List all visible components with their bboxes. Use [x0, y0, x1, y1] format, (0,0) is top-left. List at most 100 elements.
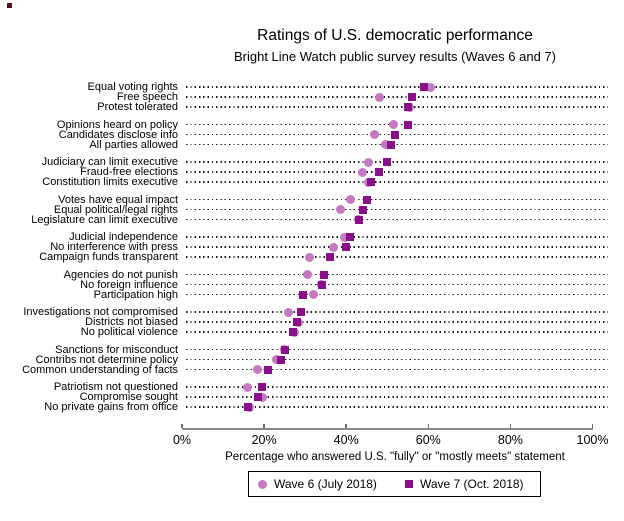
leader-dotted-line — [186, 198, 608, 201]
category-label: Opinions heard on policy — [56, 118, 178, 131]
x-axis-tick — [181, 423, 183, 428]
category-label: Sanctions for misconduct — [55, 343, 178, 356]
table-row: Equal political/legal rights — [0, 203, 624, 216]
table-row: Equal voting rights — [0, 81, 624, 93]
wave6-marker — [302, 270, 312, 279]
category-label: Free speech — [116, 91, 178, 103]
wave7-marker — [325, 253, 334, 261]
category-label: Equal voting rights — [87, 81, 179, 93]
table-row: Candidates disclose info — [0, 128, 624, 141]
table-row: Participation high — [0, 289, 624, 300]
wave7-marker — [391, 130, 400, 139]
table-row: Constitution limits executive — [0, 177, 624, 188]
leader-dotted-line — [186, 348, 608, 351]
category-label: All parties allowed — [89, 138, 178, 151]
wave7-marker — [280, 345, 289, 354]
table-row: No political violence — [0, 327, 624, 338]
table-row: Patriotism not questioned — [0, 382, 624, 393]
x-axis-line — [182, 428, 593, 430]
leader-dotted-line — [186, 96, 608, 98]
leader-dotted-line — [186, 171, 608, 173]
wave7-marker — [407, 93, 416, 101]
wave6-marker — [374, 92, 384, 102]
wave7-legend-marker-icon — [404, 480, 413, 488]
category-label: Candidates disclose info — [58, 128, 178, 141]
table-row: Agencies do not punish — [0, 269, 624, 280]
wave7-marker — [243, 403, 252, 411]
legend-label: Wave 6 (July 2018) — [274, 477, 377, 491]
table-row: Opinions heard on policy — [0, 118, 624, 131]
wave7-marker — [297, 308, 306, 316]
x-axis-tick-label: 60% — [415, 433, 441, 447]
x-axis-tick — [591, 423, 594, 428]
table-row: No private gains from office — [0, 402, 624, 413]
table-row: Protest tolerated — [0, 102, 624, 113]
leader-dotted-line — [186, 331, 608, 333]
wave6-legend-marker-icon — [258, 479, 267, 489]
category-label: Equal political/legal rights — [53, 203, 178, 216]
leader-dotted-line — [186, 161, 608, 163]
category-label: Contribs not determine policy — [35, 353, 178, 366]
leader-dotted-line — [186, 86, 608, 88]
wave6-marker — [257, 392, 267, 402]
wave6-marker — [329, 242, 339, 252]
x-axis-tick-label: 20% — [251, 433, 277, 447]
wave7-marker — [354, 215, 363, 224]
x-axis-tick-label: 80% — [497, 433, 523, 447]
wave7-marker — [358, 205, 367, 214]
leader-dotted-line — [186, 181, 608, 183]
legend-item: Wave 7 (Oct. 2018) — [404, 477, 524, 491]
table-row: Judiciary can limit executive — [0, 157, 624, 168]
wave6-marker — [304, 252, 314, 262]
wave6-marker — [345, 195, 355, 204]
leader-dotted-line — [186, 246, 608, 248]
leader-dotted-line — [186, 293, 608, 296]
wave7-marker — [292, 318, 301, 326]
wave7-marker — [264, 365, 273, 374]
legend-item: Wave 6 (July 2018) — [258, 477, 377, 491]
table-row: Contribs not determine policy — [0, 353, 624, 366]
table-row: Common understanding of facts — [0, 363, 624, 376]
table-row: Investigations not compromised — [0, 306, 624, 318]
leader-dotted-line — [186, 283, 608, 286]
table-row: All parties allowed — [0, 138, 624, 151]
wave6-marker — [370, 130, 380, 139]
leader-dotted-line — [186, 368, 608, 371]
category-label: Common understanding of facts — [22, 363, 178, 376]
wave7-marker — [253, 393, 262, 401]
wave7-marker — [288, 328, 297, 336]
legend: Wave 6 (July 2018) Wave 7 (Oct. 2018) — [248, 471, 541, 497]
leader-dotted-line — [186, 386, 608, 388]
x-axis-tick — [263, 423, 265, 428]
x-axis-label: Percentage who answered U.S. "fully" or … — [225, 451, 565, 463]
x-axis-tick-label: 0% — [172, 433, 192, 447]
category-label: Legislature can limit executive — [31, 213, 178, 226]
wave7-marker — [342, 243, 351, 251]
x-axis-tick-label: 40% — [333, 433, 359, 447]
wave7-marker — [362, 195, 371, 204]
leader-dotted-line — [186, 218, 608, 221]
wave7-marker — [346, 233, 355, 241]
category-label: Judicial independence — [69, 231, 178, 243]
wave6-marker — [271, 355, 281, 364]
category-label: Investigations not compromised — [23, 306, 178, 318]
leader-dotted-line — [186, 208, 608, 211]
table-row: Compromise sought — [0, 392, 624, 403]
wave6-marker — [425, 82, 435, 92]
wave7-marker — [317, 280, 326, 289]
wave6-marker — [364, 157, 374, 167]
chart-subtitle: Bright Line Watch public survey results … — [233, 49, 556, 64]
x-axis-tick — [509, 423, 512, 428]
legend-label: Wave 7 (Oct. 2018) — [419, 477, 524, 491]
leader-dotted-line — [186, 236, 608, 238]
table-row: Sanctions for misconduct — [0, 343, 624, 356]
wave6-marker — [388, 120, 398, 129]
wave7-marker — [299, 290, 308, 299]
wave7-marker — [383, 158, 392, 166]
wave7-marker — [403, 103, 412, 111]
wave7-marker — [319, 270, 328, 279]
table-row: Free speech — [0, 91, 624, 103]
table-row: Judicial independence — [0, 231, 624, 243]
leader-dotted-line — [186, 358, 608, 361]
leader-dotted-line — [186, 311, 608, 313]
